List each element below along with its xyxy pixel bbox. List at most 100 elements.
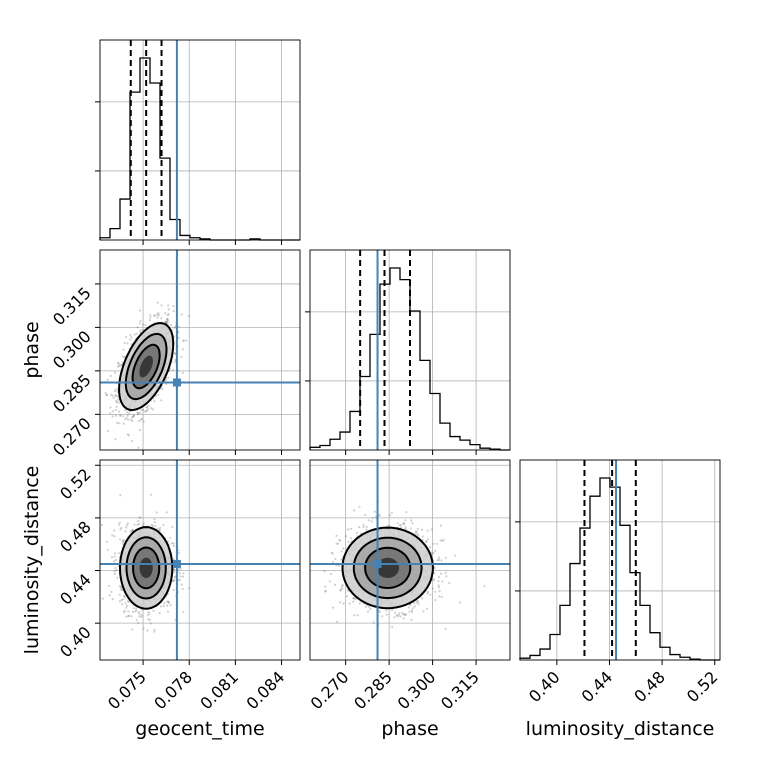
sample-point: [140, 417, 144, 420]
sample-point: [384, 609, 387, 612]
sample-point: [342, 547, 345, 550]
scatter-frame: [309, 459, 511, 661]
sample-point: [331, 552, 334, 555]
sample-point: [122, 348, 125, 351]
sample-point: [138, 522, 141, 526]
sample-point: [131, 610, 135, 614]
sample-point: [122, 415, 125, 418]
sample-point: [124, 601, 127, 605]
sample-point: [153, 400, 156, 403]
sample-point: [188, 587, 191, 590]
sample-point: [334, 583, 337, 587]
sample-point: [402, 522, 405, 525]
sample-point: [156, 313, 159, 316]
sample-point: [111, 598, 114, 601]
sample-point: [152, 609, 155, 612]
sample-point: [348, 602, 351, 605]
sample-point: [163, 602, 166, 605]
sample-point: [140, 615, 143, 619]
sample-point: [146, 406, 149, 409]
sample-point: [340, 585, 343, 588]
sample-point: [120, 598, 123, 602]
sample-point: [179, 567, 182, 570]
sample-point: [180, 313, 183, 316]
sample-point: [367, 519, 370, 522]
sample-point: [432, 578, 436, 581]
sample-point: [181, 575, 184, 578]
sample-point: [119, 587, 122, 590]
sample-point: [413, 605, 417, 608]
sample-point: [114, 394, 117, 397]
sample-point: [114, 552, 117, 555]
sample-point: [442, 538, 445, 542]
sample-point: [426, 607, 429, 610]
sample-point: [177, 551, 180, 555]
sample-point: [164, 321, 167, 324]
sample-point: [140, 613, 143, 617]
sample-point: [167, 304, 170, 307]
sample-point: [121, 361, 124, 364]
sample-point: [404, 614, 407, 617]
sample-point: [170, 324, 173, 327]
sample-point: [339, 589, 342, 592]
sample-point: [342, 602, 345, 605]
sample-point: [150, 523, 153, 526]
sample-point: [119, 494, 122, 497]
sample-point: [136, 411, 139, 414]
sample-point: [114, 438, 117, 441]
sample-point: [324, 589, 327, 592]
sample-point: [410, 519, 413, 522]
sample-point: [441, 539, 444, 543]
sample-point: [133, 333, 136, 336]
scatter-frame: [99, 459, 301, 661]
scatter-frame: [99, 249, 301, 451]
sample-point: [173, 326, 176, 329]
sample-point: [165, 320, 168, 324]
sample-point: [129, 333, 132, 337]
density-fill-3: [139, 557, 153, 579]
sample-point: [412, 606, 415, 610]
sample-point: [362, 526, 365, 529]
sample-point: [400, 611, 404, 615]
sample-point: [358, 505, 361, 508]
sample-point: [145, 409, 149, 412]
sample-point: [117, 552, 120, 555]
sample-point: [140, 408, 143, 412]
sample-point: [135, 619, 138, 622]
x-tick-label-luminosity_distance-1: 0.44: [578, 667, 617, 706]
sample-point: [123, 594, 126, 598]
sample-point: [369, 608, 372, 611]
sample-point: [108, 594, 111, 597]
sample-point: [153, 314, 156, 317]
sample-point: [127, 600, 130, 603]
sample-point: [127, 614, 130, 617]
sample-point: [125, 615, 128, 618]
sample-point: [100, 523, 103, 527]
sample-point: [178, 578, 181, 582]
sample-point: [153, 628, 156, 631]
sample-point: [114, 559, 117, 562]
y-tick-label-phase-1: 0.285: [49, 370, 95, 416]
sample-point: [125, 604, 128, 607]
sample-point: [444, 571, 447, 574]
y-tick-label-luminosity_distance-1: 0.44: [56, 570, 95, 609]
sample-point: [398, 524, 401, 527]
sample-point: [181, 587, 184, 591]
sample-point: [332, 606, 335, 609]
sample-point: [119, 538, 122, 541]
sample-point: [157, 314, 161, 317]
sample-point: [173, 578, 176, 582]
sample-point: [337, 542, 340, 545]
sample-point: [143, 410, 146, 413]
sample-point: [166, 610, 170, 613]
sample-point: [113, 529, 116, 532]
sample-point: [153, 521, 156, 524]
sample-point: [165, 511, 168, 514]
sample-point: [122, 598, 125, 601]
sample-point: [404, 527, 407, 531]
sample-point: [415, 530, 418, 533]
sample-point: [331, 560, 335, 563]
sample-point: [409, 527, 412, 530]
histogram-luminosity_distance: [519, 477, 720, 661]
sample-point: [430, 528, 433, 531]
